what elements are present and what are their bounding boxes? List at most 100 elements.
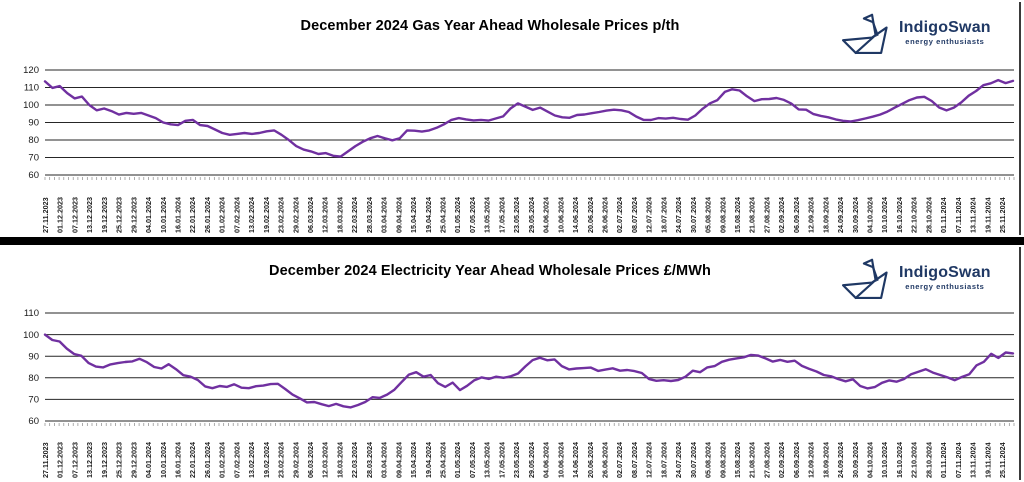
x-axis-label: 07.12.2023 xyxy=(70,197,79,233)
x-axis-label: 12.03.2024 xyxy=(321,442,330,478)
x-axis-label: 19.12.2023 xyxy=(100,197,109,233)
x-axis-label: 23.02.2024 xyxy=(277,442,286,478)
x-axis-label: 01.11.2024 xyxy=(939,197,948,233)
x-axis-label: 10.10.2024 xyxy=(880,197,889,233)
x-axis-label: 15.08.2024 xyxy=(733,197,742,233)
axis-tick-marks xyxy=(44,177,1015,180)
x-axis-label: 28.10.2024 xyxy=(924,197,933,233)
x-axis-label: 20.06.2024 xyxy=(586,442,595,478)
x-axis-label: 26.06.2024 xyxy=(601,197,610,233)
x-axis-label: 29.02.2024 xyxy=(291,442,300,478)
x-axis-label: 05.08.2024 xyxy=(704,197,713,233)
x-axis-label: 24.07.2024 xyxy=(674,197,683,233)
x-axis-label: 01.05.2024 xyxy=(453,197,462,233)
x-axis-label: 09.04.2024 xyxy=(394,197,403,233)
x-axis-label: 19.02.2024 xyxy=(262,197,271,233)
x-axis-label: 19.11.2024 xyxy=(983,442,992,478)
price-line xyxy=(43,78,1015,158)
x-axis-label: 28.03.2024 xyxy=(365,197,374,233)
x-axis-label: 18.03.2024 xyxy=(336,442,345,478)
x-axis-label: 29.05.2024 xyxy=(527,442,536,478)
x-axis-label: 18.09.2024 xyxy=(821,442,830,478)
panel-right-border xyxy=(1019,2,1021,235)
price-line xyxy=(43,333,1015,409)
x-axis-label: 17.05.2024 xyxy=(497,197,506,233)
x-axis-label: 08.07.2024 xyxy=(630,197,639,233)
x-axis-label: 24.09.2024 xyxy=(836,197,845,233)
x-axis-label: 30.09.2024 xyxy=(851,197,860,233)
x-axis-label: 12.09.2024 xyxy=(807,442,816,478)
x-axis-label: 07.02.2024 xyxy=(232,197,241,233)
x-axis-label: 13.12.2023 xyxy=(85,442,94,478)
x-axis-label: 09.04.2024 xyxy=(394,442,403,478)
x-axis-label: 26.01.2024 xyxy=(203,197,212,233)
x-axis-label: 10.10.2024 xyxy=(880,442,889,478)
x-axis-label: 23.05.2024 xyxy=(512,442,521,478)
x-axis-label: 12.03.2024 xyxy=(321,197,330,233)
x-axis-label: 03.04.2024 xyxy=(380,197,389,233)
x-axis-label: 13.02.2024 xyxy=(247,442,256,478)
x-axis-label: 24.09.2024 xyxy=(836,442,845,478)
x-axis-label: 23.05.2024 xyxy=(512,197,521,233)
x-axis-label: 09.08.2024 xyxy=(718,197,727,233)
x-axis-label: 15.04.2024 xyxy=(409,197,418,233)
logo-text-block: IndigoSwan energy enthusiasts xyxy=(899,263,991,292)
x-axis-label: 28.10.2024 xyxy=(924,442,933,478)
x-axis-label: 05.08.2024 xyxy=(704,442,713,478)
x-axis-label: 15.04.2024 xyxy=(409,442,418,478)
x-axis-label: 21.08.2024 xyxy=(748,442,757,478)
x-axis-label: 17.05.2024 xyxy=(497,442,506,478)
x-axis-label: 22.01.2024 xyxy=(188,197,197,233)
x-axis-label: 22.10.2024 xyxy=(910,197,919,233)
gas-chart-title: December 2024 Gas Year Ahead Wholesale P… xyxy=(300,18,680,34)
electricity-chart-title: December 2024 Electricity Year Ahead Who… xyxy=(269,263,711,279)
x-axis-label: 25.11.2024 xyxy=(998,442,1007,478)
x-axis-label: 03.04.2024 xyxy=(380,442,389,478)
x-axis-label: 06.03.2024 xyxy=(306,197,315,233)
x-axis-label: 01.05.2024 xyxy=(453,442,462,478)
x-axis-label: 30.07.2024 xyxy=(689,197,698,233)
y-axis-tick-label: 60 xyxy=(28,170,39,181)
y-axis-tick-label: 60 xyxy=(28,416,39,427)
x-axis-label: 22.03.2024 xyxy=(350,442,359,478)
x-axis-label: 18.07.2024 xyxy=(659,197,668,233)
x-axis-label: 04.10.2024 xyxy=(866,442,875,478)
x-axis-label: 27.08.2024 xyxy=(762,442,771,478)
y-axis-tick-label: 110 xyxy=(24,83,39,94)
x-axis-label: 01.02.2024 xyxy=(218,442,227,478)
x-axis-label: 07.12.2023 xyxy=(70,442,79,478)
logo-text-block: IndigoSwan energy enthusiasts xyxy=(899,18,991,47)
y-axis-tick-label: 120 xyxy=(23,65,39,76)
x-axis-label: 18.03.2024 xyxy=(336,197,345,233)
x-axis-label: 19.11.2024 xyxy=(983,197,992,233)
x-axis-label: 25.12.2023 xyxy=(115,442,124,478)
x-axis-label: 13.02.2024 xyxy=(247,197,256,233)
gas-plot-area: 120 110 100 90 80 70 60 27.11.2023 01.12.2023 07.… xyxy=(23,65,1015,233)
y-axis-tick-label: 80 xyxy=(28,373,39,384)
x-axis-label: 27.11.2023 xyxy=(41,442,50,478)
x-axis-label: 27.11.2023 xyxy=(41,197,50,233)
x-axis-label: 10.01.2024 xyxy=(159,197,168,233)
logo-brand-text: IndigoSwan xyxy=(899,263,991,281)
x-axis-label: 02.09.2024 xyxy=(777,197,786,233)
axis-tick-marks xyxy=(44,423,1015,426)
electricity-chart-panel: December 2024 Electricity Year Ahead Who… xyxy=(0,245,1024,482)
x-axis-label: 15.08.2024 xyxy=(733,442,742,478)
logo-tagline-text: energy enthusiasts xyxy=(905,37,985,47)
x-axis-label: 02.09.2024 xyxy=(777,442,786,478)
y-axis-tick-label: 90 xyxy=(28,351,39,362)
x-axis-label: 29.02.2024 xyxy=(291,197,300,233)
x-axis-label: 26.06.2024 xyxy=(601,442,610,478)
x-axis-label: 29.12.2023 xyxy=(129,442,138,478)
x-axis-label: 23.02.2024 xyxy=(277,197,286,233)
x-axis-label: 29.12.2023 xyxy=(129,197,138,233)
logo-brand-text: IndigoSwan xyxy=(899,18,991,36)
y-axis-tick-label: 100 xyxy=(23,100,39,111)
x-axis-label: 18.07.2024 xyxy=(659,442,668,478)
x-axis-label: 22.03.2024 xyxy=(350,197,359,233)
x-axis-label: 13.05.2024 xyxy=(483,197,492,233)
x-axis-label: 21.08.2024 xyxy=(748,197,757,233)
y-axis-tick-label: 70 xyxy=(28,395,39,406)
x-axis-label: 19.04.2024 xyxy=(424,442,433,478)
